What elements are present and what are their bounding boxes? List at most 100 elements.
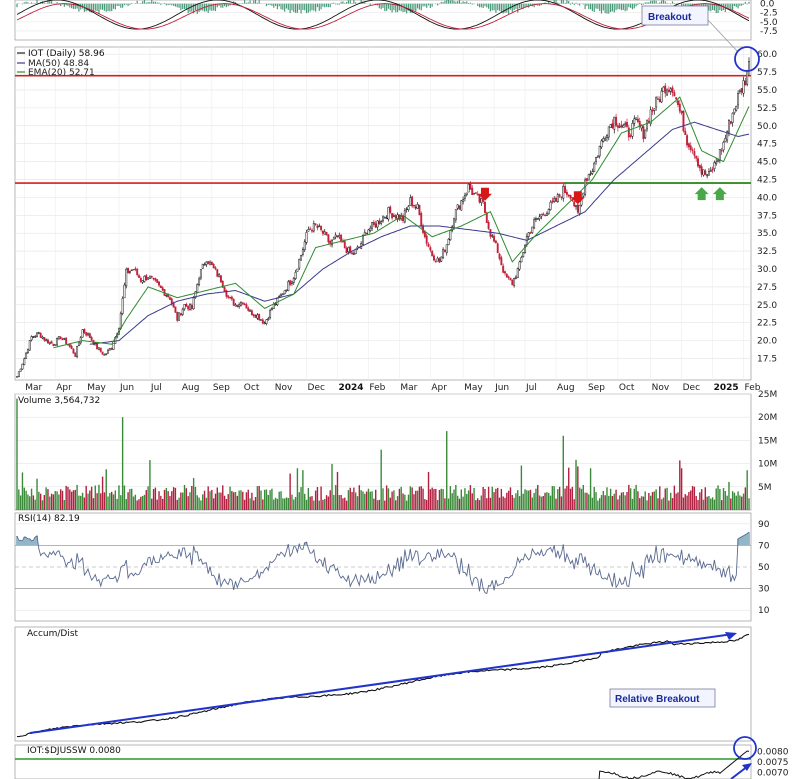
volume-bar — [529, 489, 532, 510]
volume-bar — [56, 491, 58, 510]
candle-body — [434, 261, 437, 263]
volume-panel: 25M 20M 15M 10M 5M Volume 3,564,732 — [14, 390, 777, 511]
volume-bar — [411, 487, 413, 510]
candle-body — [738, 89, 741, 93]
macd-tick-label: -7.5 — [760, 27, 778, 37]
volume-bar — [103, 492, 106, 510]
volume-bar — [451, 493, 453, 510]
candle-body — [283, 290, 286, 295]
x-tick-label: May — [464, 383, 483, 393]
volume-bar — [651, 492, 654, 510]
macd-hist-bar — [577, 3, 579, 5]
volume-bar — [489, 497, 492, 510]
volume-bar — [726, 495, 728, 510]
macd-hist-bar — [92, 3, 95, 13]
volume-bar — [307, 488, 310, 510]
candle-body — [560, 196, 563, 198]
candle-body — [569, 194, 572, 199]
volume-bar — [724, 491, 727, 510]
price-tick-label: 20.0 — [757, 337, 777, 347]
macd-hist-bar — [715, 3, 717, 14]
volume-bar — [129, 489, 131, 510]
candle-body — [225, 290, 228, 297]
macd-hist-bar — [477, 3, 479, 7]
volume-bar — [608, 495, 610, 510]
macd-hist-bar — [143, 0, 146, 4]
macd-hist-bar — [36, 0, 38, 4]
breakout-annotation: Breakout — [641, 5, 760, 72]
volume-bar — [189, 492, 191, 510]
macd-hist-bar — [196, 3, 198, 14]
macd-hist-bar — [107, 3, 109, 11]
macd-hist-bar — [174, 3, 177, 7]
candle-body — [576, 204, 579, 213]
volume-bar — [253, 500, 255, 510]
candle-body — [316, 225, 319, 229]
candle-body — [243, 303, 246, 306]
volume-bar — [167, 491, 169, 510]
volume-bar — [548, 492, 550, 510]
macd-hist-bar — [429, 3, 431, 8]
candle-body — [691, 149, 694, 151]
volume-bar — [715, 488, 717, 510]
volume-bar — [345, 500, 348, 510]
volume-bar — [85, 485, 87, 510]
price-tick-label: 55.0 — [757, 86, 777, 96]
volume-bar — [475, 500, 477, 510]
volume-bar — [305, 499, 308, 510]
macd-hist-bar — [677, 2, 679, 4]
x-tick-label: Aug — [182, 383, 200, 393]
candle-body — [378, 220, 381, 224]
candle-body — [567, 194, 570, 197]
volume-bar — [152, 489, 155, 510]
macd-hist-bar — [684, 3, 686, 7]
candle-body — [338, 235, 341, 238]
macd-hist-bar — [271, 3, 273, 6]
macd-hist-bar — [526, 3, 528, 7]
macd-hist-bar — [309, 3, 311, 12]
volume-bar — [70, 491, 73, 510]
volume-bar — [415, 490, 417, 510]
rs-tick-label: 0.0075 — [757, 758, 789, 768]
volume-bar — [538, 495, 541, 510]
candle-body — [256, 314, 259, 319]
volume-bar — [151, 498, 153, 510]
candle-body — [331, 240, 333, 246]
macd-hist-bar — [597, 3, 599, 9]
candle-body — [680, 110, 683, 114]
candle-body — [582, 192, 585, 197]
rs-line — [598, 750, 750, 779]
candle-body — [265, 319, 268, 324]
macd-hist-bar — [633, 3, 635, 9]
candle-body — [737, 93, 740, 106]
volume-bar — [659, 486, 661, 510]
down-arrow-icon — [477, 187, 492, 201]
volume-bar — [484, 488, 486, 510]
volume-bar — [657, 498, 659, 510]
candle-body — [445, 244, 448, 254]
volume-bar — [511, 495, 513, 510]
macd-hist-bar — [351, 3, 353, 4]
candle-body — [382, 216, 384, 222]
candle-body — [258, 314, 261, 320]
volume-bar — [742, 493, 745, 510]
volume-bar — [81, 492, 84, 510]
candle-body — [74, 352, 77, 357]
macd-hist-bar — [568, 0, 570, 4]
candle-body — [429, 247, 432, 251]
volume-bar — [693, 486, 696, 510]
macd-hist-bar — [322, 3, 324, 7]
volume-bar — [666, 487, 668, 510]
macd-hist-bar — [473, 3, 475, 5]
volume-bar — [495, 488, 497, 510]
volume-bar — [351, 492, 353, 510]
volume-bar — [141, 495, 144, 510]
macd-hist-bar — [449, 0, 451, 4]
rsi-line — [16, 531, 750, 595]
rsi-panel: 90 70 50 30 10 RSI(14) 82.19 — [14, 512, 770, 622]
candle-body — [17, 371, 20, 377]
macd-hist-bar — [100, 3, 102, 10]
candle-body — [87, 333, 89, 336]
volume-bar — [418, 486, 421, 510]
volume-bar — [515, 493, 517, 510]
